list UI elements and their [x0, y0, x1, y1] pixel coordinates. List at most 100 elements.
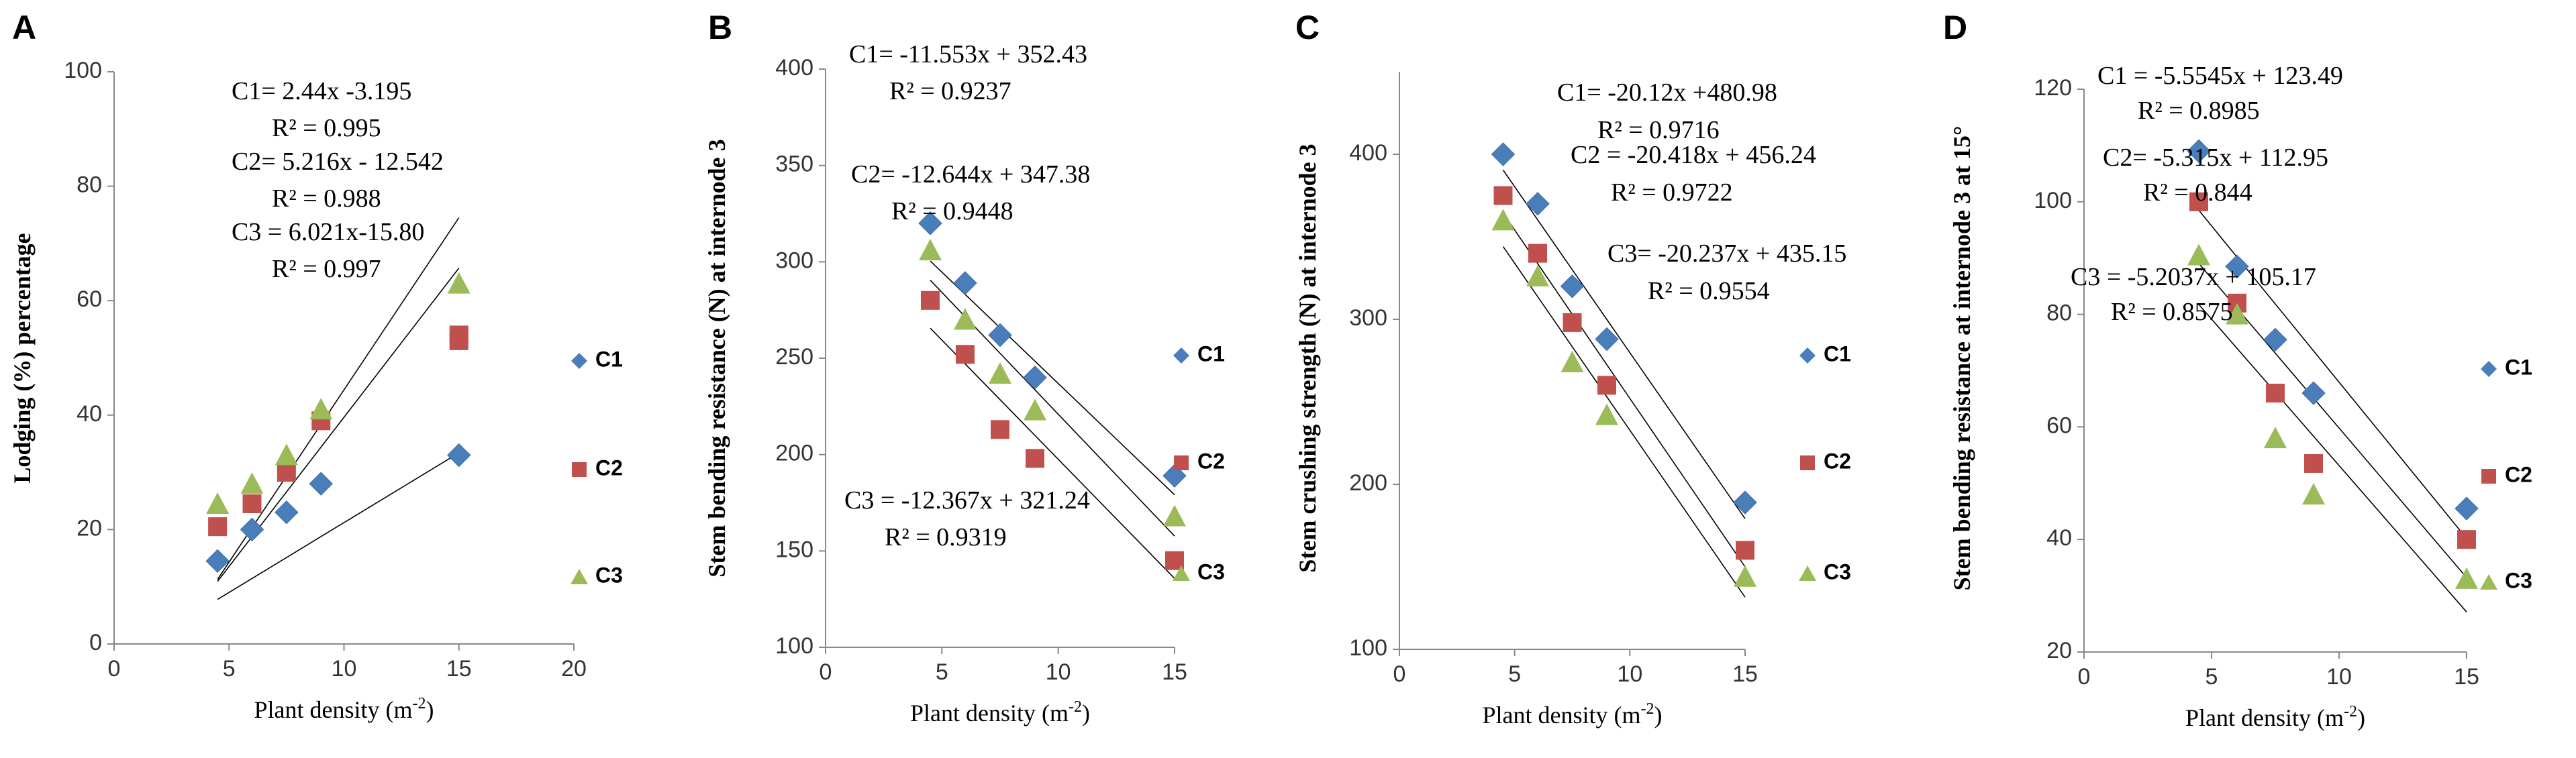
r-squared-label: R² = 0.9319	[885, 523, 1007, 551]
equation-label: C3 = 6.021x-15.80	[232, 218, 424, 246]
legend-label: C1	[595, 347, 623, 371]
y-tick-label: 250	[775, 344, 813, 370]
y-axis-label: Stem crushing strength (N) at internode …	[1294, 144, 1321, 572]
equation-label: C2= -5.315x + 112.95	[2103, 144, 2328, 172]
legend-item-c2: C2	[1800, 449, 1851, 473]
data-point-c3	[2455, 567, 2478, 589]
data-point-c3	[2187, 243, 2210, 266]
r-squared-label: R² = 0.995	[272, 114, 381, 142]
trendline-c1	[1502, 170, 1746, 519]
x-axis-label: Plant density (m-2)	[254, 695, 434, 723]
x-tick-label: 5	[223, 656, 236, 682]
data-point-c3	[275, 443, 298, 466]
x-tick-label: 15	[1732, 661, 1758, 687]
chart-panel-b: B 100 150 200 250 300 350 400 0 5 10 15 Plant densit…	[703, 9, 1225, 726]
y-tick-label: 400	[1349, 140, 1387, 166]
equation-label: C2= -12.644x + 347.38	[851, 160, 1090, 188]
r-squared-label: R² = 0.997	[272, 255, 381, 283]
data-point-c1	[2187, 139, 2211, 163]
legend-marker	[572, 462, 587, 477]
data-point-c2	[921, 290, 940, 310]
data-point-c3	[954, 308, 977, 330]
legend-marker	[2480, 574, 2497, 590]
r-squared-label: R² = 0.988	[272, 184, 381, 213]
data-point-c1	[1491, 142, 1516, 166]
y-tick-label: 100	[64, 58, 102, 83]
data-point-c1	[447, 443, 471, 468]
legend-marker	[2481, 469, 2496, 484]
panel-label: C	[1295, 9, 1320, 46]
data-point-c1	[988, 323, 1012, 347]
y-tick-label: 150	[775, 537, 813, 562]
data-point-c3	[447, 272, 470, 294]
x-tick-label: 15	[446, 656, 472, 682]
equation-label: C3 = -5.2037x + 105.17	[2071, 263, 2316, 291]
data-point-c1	[309, 472, 333, 496]
r-squared-label: R² = 0.9237	[889, 77, 1011, 105]
trendline-c3	[217, 217, 460, 580]
r-squared-label: R² = 0.9554	[1648, 277, 1770, 305]
legend-item-c1: C1	[1799, 341, 1851, 366]
data-point-c1	[1595, 327, 1619, 351]
data-point-c2	[1597, 376, 1616, 395]
x-tick-label: 20	[561, 656, 587, 682]
x-tick-label: 15	[2454, 664, 2479, 690]
r-squared-label: R² = 0.844	[2143, 178, 2252, 207]
legend-label: C2	[595, 455, 623, 480]
data-point-c3	[2302, 483, 2325, 505]
equation-label: C3 = -12.367x + 321.24	[844, 486, 1090, 515]
y-tick-label: 40	[77, 401, 102, 427]
data-point-c2	[956, 345, 975, 364]
trendline-c1	[930, 260, 1175, 496]
x-tick-label: 10	[1617, 661, 1642, 687]
legend-label: C2	[2505, 462, 2532, 486]
x-axis-label: Plant density (m-2)	[2185, 703, 2365, 731]
data-point-c2	[991, 420, 1009, 439]
data-point-c1	[1526, 192, 1550, 216]
x-tick-label: 0	[1393, 661, 1406, 687]
legend-label: C3	[2505, 568, 2532, 592]
chart-panel-d: D 20 40 60 80 100 120 0 5 10 15 Plant density (m-2)…	[1943, 9, 2532, 731]
equation-label: C2 = -20.418x + 456.24	[1571, 141, 1816, 169]
legend-marker	[1173, 347, 1189, 364]
legend-label: C1	[2505, 355, 2532, 379]
legend-label: C3	[1197, 559, 1225, 584]
x-tick-label: 0	[2078, 664, 2091, 690]
y-tick-label: 100	[1349, 635, 1387, 661]
legend-label: C1	[1197, 341, 1225, 366]
data-point-c2	[1528, 243, 1547, 263]
data-point-c1	[953, 271, 977, 295]
equation-label: C1= -11.553x + 352.43	[849, 40, 1087, 68]
legend-marker	[571, 569, 588, 584]
x-axis-label: Plant density (m-2)	[1483, 700, 1663, 728]
y-tick-label: 60	[2046, 413, 2072, 438]
data-point-c3	[309, 398, 333, 420]
legend-marker	[1799, 347, 1816, 364]
x-tick-label: 0	[108, 656, 121, 682]
data-point-c2	[1493, 186, 1513, 205]
y-tick-label: 400	[775, 55, 813, 80]
y-tick-label: 100	[2034, 188, 2072, 213]
legend-label: C2	[1824, 449, 1851, 473]
data-point-c2	[2266, 384, 2285, 403]
y-tick-label: 40	[2046, 525, 2072, 551]
chart-panel-c: C 100 200 300 400 0 5 10 15 Plant density (m-2) St…	[1294, 9, 1851, 728]
y-axis-label: Stem bending resistance at internode 3 a…	[1948, 126, 1975, 591]
data-point-c2	[2189, 192, 2208, 211]
data-point-c2	[449, 325, 468, 345]
data-point-c3	[1491, 209, 1515, 231]
legend-marker	[1173, 565, 1190, 581]
legend-item-c3: C3	[571, 563, 623, 587]
y-tick-label: 300	[775, 248, 813, 273]
data-point-c2	[2304, 453, 2323, 473]
data-point-c3	[989, 362, 1011, 384]
data-point-c3	[1526, 265, 1549, 287]
data-point-c1	[2301, 381, 2326, 405]
trendline-c2	[1502, 213, 1746, 567]
y-tick-label: 200	[775, 441, 813, 466]
data-point-c3	[2226, 303, 2248, 325]
legend-item-c1: C1	[1173, 341, 1225, 366]
equation-label: C1= 2.44x -3.195	[232, 77, 411, 105]
data-point-c2	[1563, 313, 1582, 332]
